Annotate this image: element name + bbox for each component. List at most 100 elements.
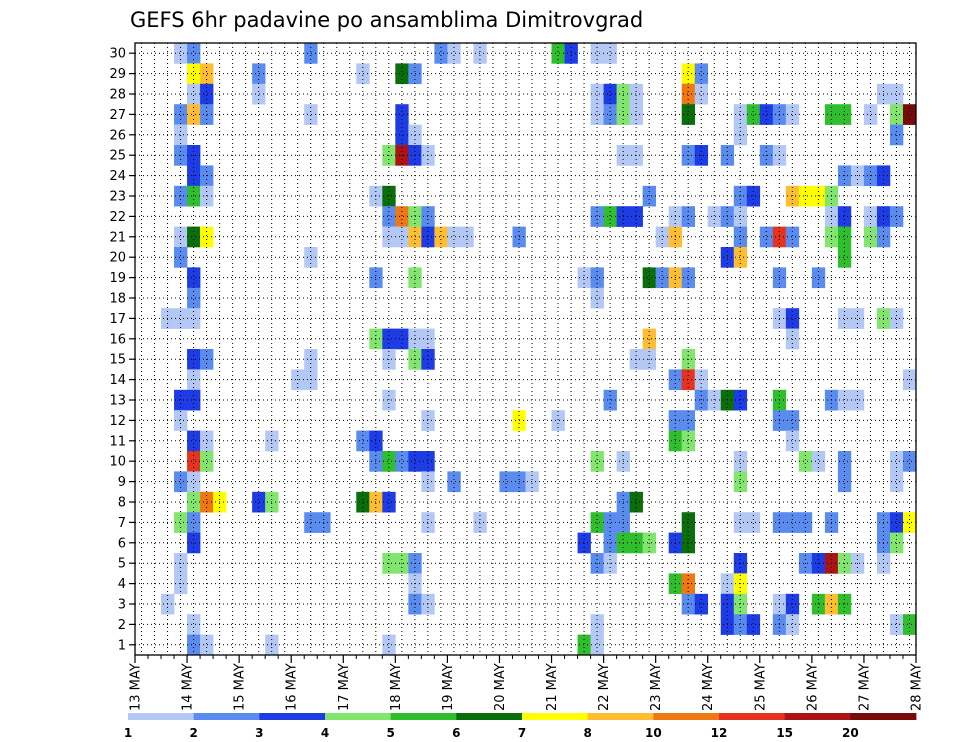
x-tick-label: 26 MAY	[805, 663, 820, 711]
heatmap-cell	[174, 43, 188, 64]
heatmap-cell	[174, 226, 188, 248]
heatmap-cell	[174, 308, 188, 329]
heatmap-cell	[733, 247, 748, 268]
y-tick-label: 24	[109, 169, 126, 184]
heatmap-cell	[200, 185, 214, 207]
heatmap-cell	[174, 512, 188, 533]
colorbar-label: 20	[842, 726, 859, 740]
colorbar: 1 2 3 4 5 6 7 8 10 12 15 20	[124, 713, 917, 740]
y-tick-label: 17	[109, 312, 126, 327]
heatmap-cell	[395, 451, 409, 472]
y-tick-label: 9	[118, 475, 126, 490]
heatmap-cell	[577, 634, 591, 656]
y-tick-label: 28	[109, 88, 126, 103]
x-tick-label: 15 MAY	[233, 663, 248, 711]
y-tick-label: 15	[109, 353, 126, 368]
y-tick-label: 12	[109, 414, 126, 429]
heatmap-cell	[785, 512, 800, 533]
heatmap-cell	[187, 287, 201, 309]
y-tick-label: 20	[109, 251, 126, 266]
x-tick-label: 20 MAY	[493, 663, 508, 711]
heatmap-cell	[603, 532, 617, 554]
heatmap-cell	[174, 410, 188, 431]
x-tick-label: 24 MAY	[701, 663, 716, 711]
heatmap-cell	[603, 43, 617, 64]
heatmap-cell	[798, 185, 813, 207]
heatmap-cell	[200, 104, 214, 125]
colorbar-label: 6	[452, 726, 460, 740]
y-tick-label: 6	[118, 536, 126, 551]
heatmap-cell	[590, 614, 604, 635]
heatmap-cell	[473, 512, 487, 533]
heatmap-cell	[395, 124, 409, 146]
heatmap-cell	[187, 83, 201, 105]
colorbar-label: 2	[189, 726, 197, 740]
x-tick-label: 18 MAY	[389, 663, 404, 711]
heatmap-cell	[837, 593, 852, 615]
heatmap-cell	[811, 185, 826, 207]
heatmap-cell	[577, 267, 591, 289]
heatmap-cell	[785, 328, 800, 350]
heatmap-cell	[356, 491, 370, 513]
heatmap-cell	[889, 471, 904, 493]
heatmap-cell	[252, 63, 266, 85]
heatmap-cell	[733, 451, 748, 472]
heatmap-cell	[681, 63, 696, 85]
heatmap-cell	[889, 512, 904, 533]
y-tick-label: 18	[109, 292, 126, 307]
y-axis: 1234567891011121314151617181920212223242…	[109, 47, 135, 653]
y-tick-label: 4	[118, 577, 126, 592]
heatmap-cell	[837, 226, 852, 248]
heatmap-cell	[733, 104, 748, 125]
y-tick-label: 5	[118, 557, 126, 572]
y-tick-label: 29	[109, 67, 126, 82]
y-tick-label: 23	[109, 190, 126, 205]
heatmap-cell	[707, 206, 722, 227]
colorbar-segment	[587, 713, 654, 720]
heatmap-cell	[694, 593, 709, 615]
x-tick-label: 16 MAY	[285, 663, 300, 711]
colorbar-label: 12	[711, 726, 728, 740]
heatmap-cell	[837, 206, 852, 227]
heatmap-cell	[200, 83, 214, 105]
heatmap-cell	[421, 512, 435, 533]
heatmap-cell	[733, 124, 748, 146]
heatmap-cell	[473, 43, 487, 64]
heatmap-cell	[629, 532, 643, 554]
heatmap-cell	[902, 614, 917, 635]
heatmap-cell	[395, 63, 409, 85]
heatmap-cell	[733, 226, 748, 248]
heatmap-cell	[187, 430, 201, 452]
y-tick-label: 1	[118, 638, 126, 653]
heatmap-cell	[733, 389, 748, 411]
heatmap-cell	[642, 267, 656, 289]
heatmap-cell	[187, 267, 201, 289]
heatmap-cell	[304, 512, 318, 533]
heatmap-cell	[785, 226, 800, 248]
heatmap-cell	[174, 247, 188, 268]
heatmap-cell	[187, 104, 201, 125]
heatmap-cell	[200, 491, 214, 513]
heatmap-cell	[681, 104, 696, 125]
heatmap-cell	[590, 267, 604, 289]
heatmap-cell	[525, 471, 539, 493]
y-tick-label: 11	[109, 434, 126, 449]
y-tick-label: 16	[109, 332, 126, 347]
colorbar-label: 7	[518, 726, 526, 740]
heatmap-cell	[187, 185, 201, 207]
heatmap-cell	[694, 63, 709, 85]
heatmap-cell	[187, 512, 201, 533]
y-tick-label: 22	[109, 210, 126, 225]
heatmap-cell	[655, 226, 669, 248]
heatmap-cell	[382, 634, 396, 656]
heatmap-cell	[837, 247, 852, 268]
heatmap-cell	[733, 614, 748, 635]
heatmap-cell	[681, 512, 696, 533]
heatmap-cell	[889, 83, 904, 105]
heatmap-cell	[421, 451, 435, 472]
heatmap-cell	[395, 328, 409, 350]
heatmap-cell	[603, 389, 617, 411]
heatmap-cell	[902, 512, 917, 533]
heatmap-cell	[889, 532, 904, 554]
